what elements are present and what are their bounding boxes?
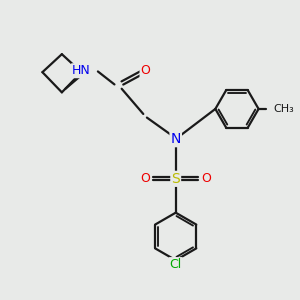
- Text: O: O: [140, 64, 150, 77]
- Text: S: S: [171, 172, 180, 186]
- Text: O: O: [140, 172, 150, 185]
- Text: HN: HN: [72, 64, 91, 77]
- Text: Cl: Cl: [169, 258, 182, 271]
- Text: N: N: [170, 132, 181, 146]
- Text: CH₃: CH₃: [273, 104, 294, 114]
- Text: O: O: [201, 172, 211, 185]
